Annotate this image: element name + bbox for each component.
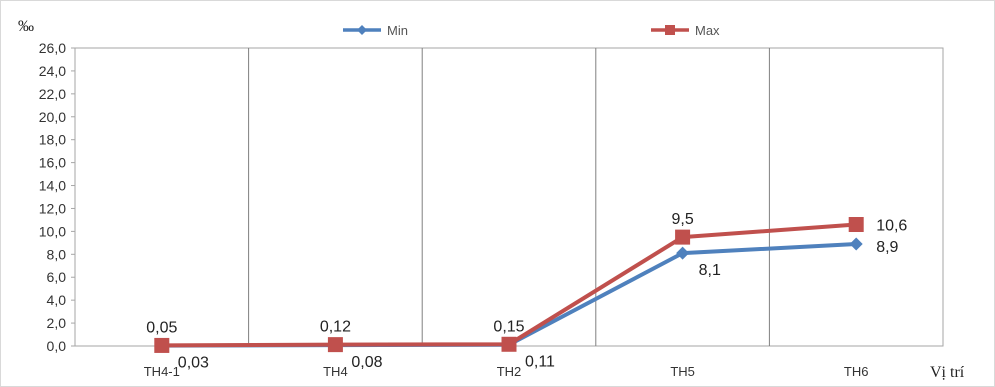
data-point-max <box>675 229 691 245</box>
data-label-max: 0,15 <box>493 318 524 335</box>
y-tick-label: 6,0 <box>47 269 67 285</box>
y-tick-label: 24,0 <box>39 63 66 79</box>
y-tick-label: 8,0 <box>47 246 67 262</box>
data-point-min <box>676 246 690 260</box>
data-label-max: 0,05 <box>146 319 177 336</box>
data-label-min: 0,11 <box>525 354 555 371</box>
x-tick-label: TH2 <box>497 364 522 379</box>
data-label-max: 10,6 <box>876 218 907 235</box>
data-point-max <box>848 217 864 233</box>
y-tick-label: 16,0 <box>39 155 66 171</box>
y-tick-label: 14,0 <box>39 178 66 194</box>
y-tick-label: 26,0 <box>39 40 66 56</box>
y-tick-label: 12,0 <box>39 200 66 216</box>
data-label-max: 9,5 <box>671 211 693 228</box>
y-tick-label: 20,0 <box>39 109 66 125</box>
x-tick-label: TH4 <box>323 364 348 379</box>
data-label-min: 0,08 <box>351 354 382 371</box>
data-label-min: 8,1 <box>699 262 721 279</box>
data-label-min: 0,03 <box>178 355 209 372</box>
legend-marker-square <box>665 25 675 35</box>
legend-marker-diamond <box>357 25 367 35</box>
legend-label: Max <box>695 23 720 38</box>
series <box>154 217 864 353</box>
x-tick-label: TH6 <box>844 364 869 379</box>
data-labels: 0,05 0,12 0,15 9,5 10,6 0,03 0,08 0,11 8,1 8,9 <box>146 211 907 372</box>
y-tick-label: 0,0 <box>47 338 67 354</box>
y-axis-unit-label: ‰ <box>18 18 34 35</box>
data-point-max <box>501 336 517 352</box>
data-point-max <box>327 337 343 353</box>
y-tick-label: 22,0 <box>39 86 66 102</box>
y-tick-label: 10,0 <box>39 223 66 239</box>
data-point-max <box>154 337 170 353</box>
x-axis-title: Vị trí <box>930 364 965 381</box>
x-tick-label: TH5 <box>670 364 695 379</box>
data-label-max: 0,12 <box>320 319 351 336</box>
x-tick-label: TH4-1 <box>144 364 180 379</box>
data-point-min <box>849 237 863 251</box>
y-tick-label: 2,0 <box>47 315 67 331</box>
data-label-min: 8,9 <box>876 239 898 256</box>
y-tick-label: 18,0 <box>39 132 66 148</box>
legend-label: Min <box>387 23 408 38</box>
y-tick-label: 4,0 <box>47 292 67 308</box>
axes: 0,0 2,0 4,0 6,0 8,0 10,0 12,0 14,0 16,0 18,0 20,0 2… <box>39 40 869 379</box>
legend: Min Max <box>343 23 720 38</box>
